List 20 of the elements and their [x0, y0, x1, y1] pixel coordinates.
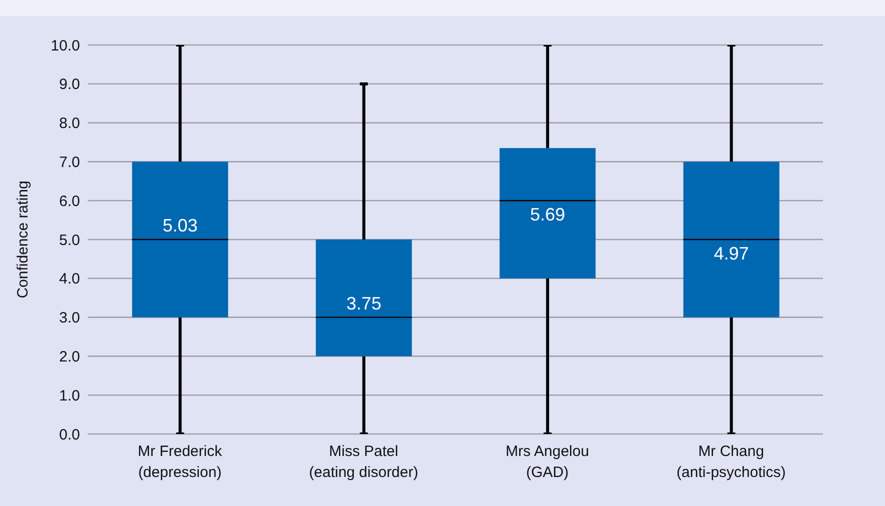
y-tick-label: 5.0: [59, 232, 80, 249]
x-tick-label: Miss Patel (eating disorder): [309, 443, 418, 481]
y-tick-label: 6.0: [59, 192, 80, 210]
y-tick-label: 9.0: [59, 76, 80, 94]
y-tick-label: 7.0: [59, 154, 80, 172]
x-tick-label: Mr Chang (anti-psychotics): [676, 443, 786, 481]
annotation: 5.69: [530, 204, 566, 225]
annotation: 3.75: [346, 293, 382, 314]
y-tick-label: 4.0: [59, 270, 80, 288]
x-tick-label: Mr Frederick (depression): [138, 443, 222, 481]
annotation: 5.03: [162, 216, 198, 236]
y-tick-label: 10.0: [50, 37, 80, 54]
y-tick-label: 8.0: [59, 115, 80, 132]
y-tick-label: 2.0: [59, 348, 80, 366]
y-tick-label: 0.0: [59, 426, 80, 444]
x-tick-label: Mrs Angelou (GAD): [506, 443, 590, 481]
annotation: 4.97: [714, 244, 749, 264]
y-tick-label: 1.0: [59, 387, 80, 404]
y-tick-label: 3.0: [59, 310, 80, 327]
y-axis-title: Confidence rating: [14, 180, 32, 298]
